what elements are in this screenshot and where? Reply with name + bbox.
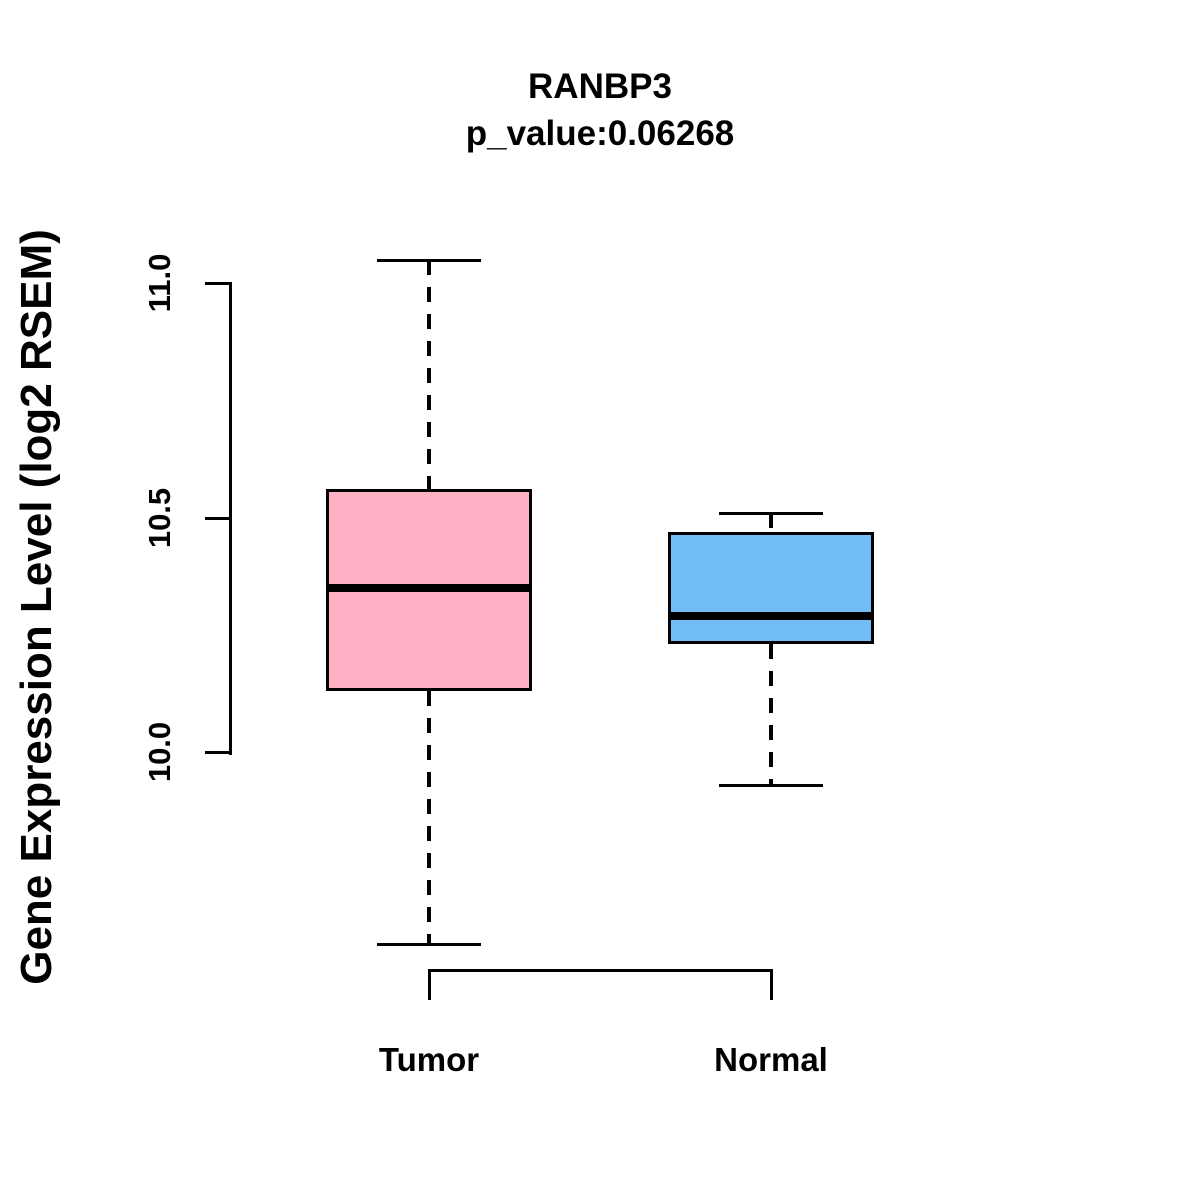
x-category-label-tumor: Tumor bbox=[378, 1041, 480, 1078]
x-axis-bracket-tick-tumor bbox=[428, 969, 431, 1000]
chart-subtitle: p_value:0.06268 bbox=[465, 114, 735, 153]
chart-title: RANBP3 bbox=[528, 67, 672, 106]
tumor-lower-whisker bbox=[427, 691, 431, 945]
tumor-lower-whisker-cap bbox=[377, 943, 481, 947]
normal-median-line bbox=[668, 611, 874, 620]
x-axis-bracket-tick-normal bbox=[770, 969, 773, 1000]
normal-lower-whisker-cap bbox=[719, 783, 823, 787]
y-tick-label-11.0: 11.0 bbox=[142, 253, 177, 313]
tumor-upper-whisker-cap bbox=[377, 258, 481, 262]
y-tick-10.0 bbox=[205, 751, 232, 754]
y-tick-11.0 bbox=[205, 282, 232, 285]
normal-box bbox=[668, 531, 874, 645]
normal-upper-whisker-cap bbox=[719, 511, 823, 515]
x-category-label-normal: Normal bbox=[714, 1041, 828, 1078]
normal-lower-whisker bbox=[769, 644, 773, 785]
y-tick-10.5 bbox=[205, 516, 232, 520]
y-tick-label-10.0: 10.0 bbox=[142, 721, 177, 783]
tumor-median-line bbox=[326, 583, 532, 592]
tumor-upper-whisker bbox=[427, 259, 431, 490]
x-axis-bracket-line bbox=[428, 969, 773, 972]
y-tick-label-10.5: 10.5 bbox=[142, 487, 177, 548]
normal-upper-whisker bbox=[769, 512, 773, 532]
